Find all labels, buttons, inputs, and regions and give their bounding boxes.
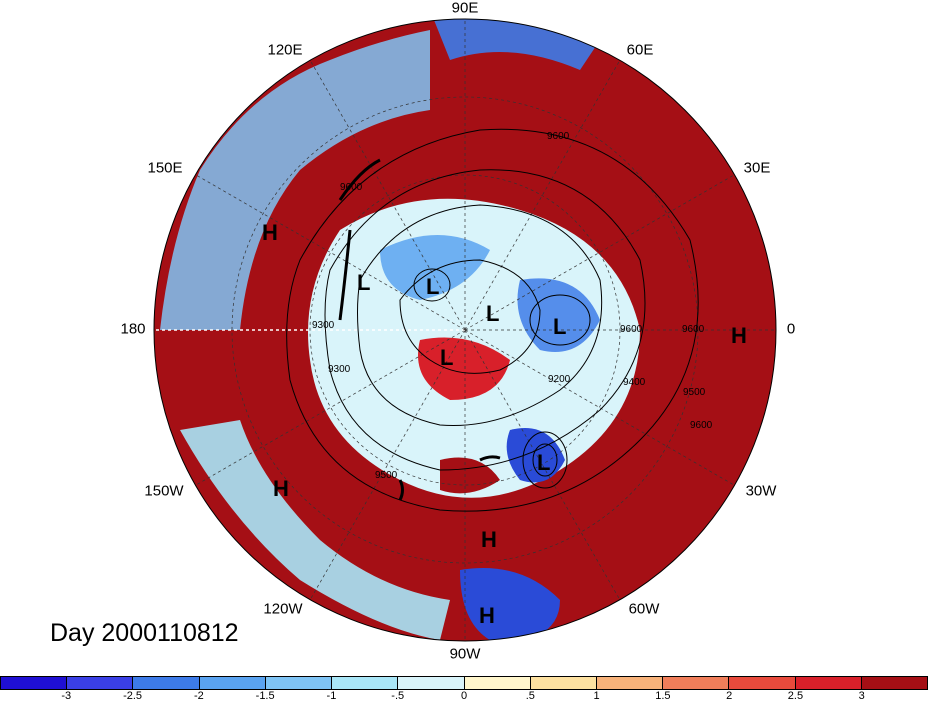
colorbar-tick-label: 2 [726, 690, 733, 702]
low-pressure-label: L [537, 450, 550, 475]
contour-label: 9600 [682, 324, 705, 335]
colorbar-tick-label: 1 [593, 690, 600, 702]
low-pressure-label: L [486, 301, 499, 326]
colorbar-segment [530, 677, 597, 689]
longitude-label-90w: 90W [449, 645, 481, 663]
contour-label: 9500 [375, 470, 398, 481]
low-pressure-label: L [553, 314, 566, 339]
cold-anomaly-region [380, 235, 490, 300]
low-pressure-label: L [357, 270, 370, 295]
longitude-label-60w: 60W [628, 600, 660, 618]
colorbar-segment [861, 677, 928, 689]
cold-anomaly-region [460, 568, 560, 641]
colorbar-segment [729, 677, 796, 689]
colorbar-segment [596, 677, 664, 689]
colorbar-tick-label: -.5 [391, 690, 405, 702]
longitude-label-30e: 30E [743, 159, 771, 177]
colorbar-tick-label: -1 [326, 690, 337, 702]
cold-anomaly-region [430, 19, 600, 70]
contour-label: 9600 [340, 182, 363, 193]
cold-anomaly-region [506, 428, 565, 483]
colorbar-segment [332, 677, 399, 689]
colorbar-segment [1, 677, 68, 689]
longitude-label-180: 180 [120, 320, 146, 338]
cold-anomaly-region [517, 278, 600, 352]
longitude-label-120e: 120E [267, 41, 303, 59]
colorbar-tick-label: -1.5 [255, 690, 275, 702]
longitude-label-60e: 60E [626, 41, 654, 59]
contour-label: 9300 [312, 320, 335, 331]
colorbar-segment [265, 677, 333, 689]
colorbar-segment [398, 677, 465, 689]
colorbar-tick-label: -2 [193, 690, 204, 702]
map-boundary [153, 18, 777, 642]
contour-label: 9400 [623, 377, 646, 388]
contour-label: 9500 [683, 387, 706, 398]
high-pressure-label: H [731, 323, 747, 348]
colorbar-tick-label: 2.5 [787, 690, 804, 702]
high-pressure-label: H [262, 220, 278, 245]
high-pressure-label: H [479, 603, 495, 628]
colorbar-tick-label: 3 [858, 690, 865, 702]
contour-label: 9600 [547, 131, 570, 142]
colorbar-segment [795, 677, 862, 689]
colorbar-tick-label: -3 [61, 690, 72, 702]
contour-label: 9600 [690, 420, 713, 431]
latitude-circle [309, 174, 621, 486]
longitude-label-0: 0 [786, 320, 796, 338]
high-pressure-label: H [481, 527, 497, 552]
longitude-label-150e: 150E [147, 159, 183, 177]
cold-anomaly-region [180, 420, 450, 640]
longitude-label-90e: 90E [451, 0, 479, 17]
longitude-label-30w: 30W [745, 482, 777, 500]
longitude-label-120w: 120W [263, 600, 303, 618]
colorbar-segment [67, 677, 134, 689]
strong-gradient-contours [338, 158, 501, 501]
low-pressure-label: L [440, 345, 453, 370]
contour-label: 9300 [328, 364, 351, 375]
warm-anomaly-region [418, 337, 510, 400]
colorbar-tick-label: 1.5 [655, 690, 671, 702]
height-contours [286, 128, 699, 512]
longitude-label-150w: 150W [144, 482, 184, 500]
day-label: Day 2000110812 [50, 619, 239, 647]
colorbar-tick-label: -2.5 [123, 690, 143, 702]
colorbar-tick-label: .5 [525, 690, 535, 702]
contour-label: 9600 [620, 324, 643, 335]
cold-anomaly-region [160, 30, 430, 330]
meridian-lines [154, 19, 776, 641]
colorbar [0, 676, 928, 690]
low-pressure-label: L [426, 274, 439, 299]
colorbar-segment [464, 677, 531, 689]
high-pressure-label: H [273, 476, 289, 501]
contour-label: 9200 [548, 374, 571, 385]
colorbar-segment [663, 677, 730, 689]
colorbar-segment [133, 677, 200, 689]
latitude-circle [231, 96, 699, 564]
colorbar-segment [199, 677, 266, 689]
colorbar-tick-label: 0 [460, 690, 468, 702]
